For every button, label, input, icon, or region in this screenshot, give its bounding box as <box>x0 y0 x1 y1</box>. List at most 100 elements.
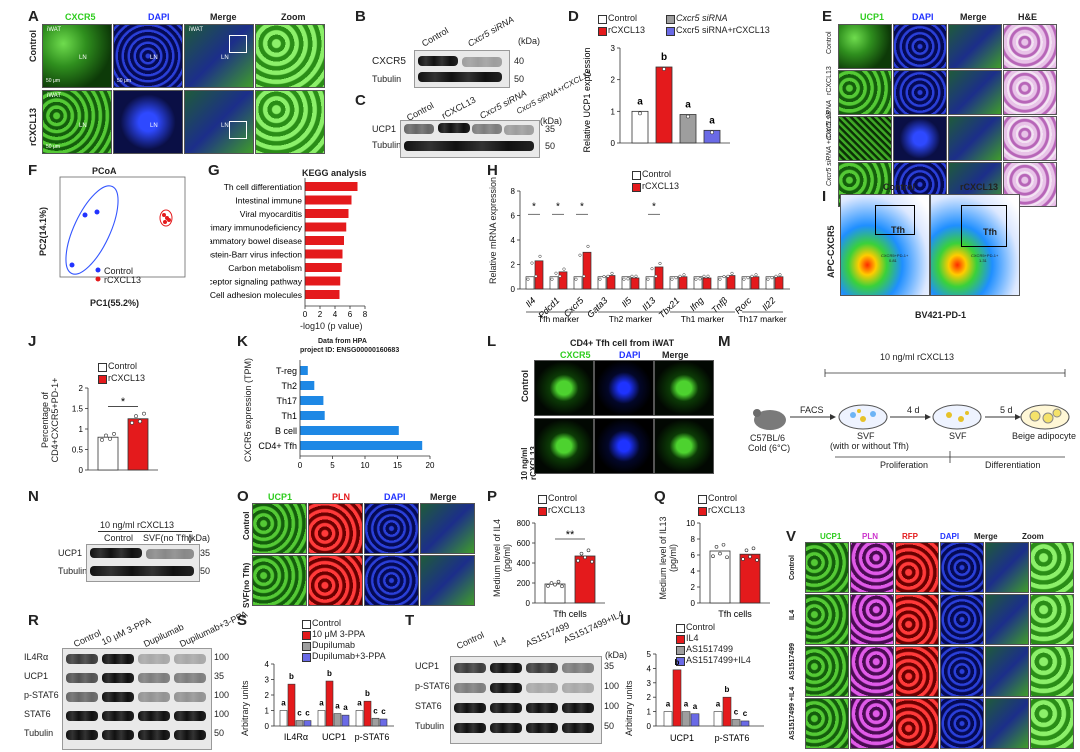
panel-label-l: L <box>487 333 497 350</box>
d-letter: a <box>709 115 715 126</box>
panel-label-h: H <box>487 162 498 179</box>
v-img-3-0 <box>805 698 849 749</box>
v-img-1-1 <box>850 594 894 645</box>
u-letter: a <box>684 700 689 709</box>
g-x-tick: 2 <box>318 310 323 318</box>
v-img-3-1 <box>850 698 894 749</box>
k-category-label: Th17 <box>276 396 297 406</box>
t-band <box>490 683 522 693</box>
g-bar <box>305 263 342 272</box>
t-band <box>454 683 486 693</box>
chart-g: Th cell differentiation Intestinal immune… <box>210 178 368 318</box>
e-img-2-3 <box>1003 116 1057 161</box>
b-lane-sirna: Cxcr5 siRNA <box>466 14 516 49</box>
v-img-1-2 <box>895 594 939 645</box>
k-x-tick: 15 <box>393 461 402 470</box>
t-band <box>490 663 522 673</box>
r-kda-mark: 100 <box>214 652 230 662</box>
r-band-label: STAT6 <box>24 709 51 719</box>
y-tick-label: 200 <box>517 579 531 588</box>
panel-label-v: V <box>786 528 797 545</box>
t-band-label: p-STAT6 <box>415 681 450 691</box>
h-bar-control <box>693 276 703 290</box>
s-group-label: IL4Rα <box>284 732 308 742</box>
r-band <box>66 711 98 721</box>
chart-k: T-reg Th2 Th17 Th1 B cell CD4+ Tfh 0 5 10 15 20 <box>258 360 435 470</box>
u-bar <box>681 711 691 727</box>
s-bar <box>279 710 288 727</box>
g-x-tick: 6 <box>348 310 353 318</box>
l-img-control-cxcr5 <box>534 360 594 416</box>
t-band <box>490 703 522 713</box>
g-xlabel: -log10 (p value) <box>300 321 363 331</box>
o-img-0-2 <box>364 503 419 554</box>
v-img-2-5 <box>1030 646 1074 697</box>
e-img-1-0 <box>838 70 892 115</box>
panel-label-u: U <box>620 612 631 629</box>
panel-label-g: G <box>208 162 220 179</box>
e-img-1-3 <box>1003 70 1057 115</box>
h-bar-control <box>765 276 775 290</box>
g-category-label: T cell receptor signaling pathway <box>210 277 303 287</box>
panel-label-q: Q <box>654 488 666 505</box>
t-band <box>454 703 486 713</box>
l-img-control-dapi <box>594 360 654 416</box>
y-tick-label: 0 <box>526 599 531 608</box>
t-band <box>526 683 558 693</box>
k-x-tick: 5 <box>330 461 335 470</box>
y-tick-label: 2 <box>511 261 516 270</box>
g-x-tick: 0 <box>303 310 308 318</box>
i-ylabel: APC-CXCR5 <box>826 225 836 278</box>
j-star: * <box>121 396 126 408</box>
k-x-tick: 0 <box>298 461 303 470</box>
y-tick-label: 2 <box>691 583 696 592</box>
e-img-1-2 <box>948 70 1002 115</box>
h-bar-rcxcl13 <box>774 276 784 290</box>
panel-label-j: J <box>28 333 37 350</box>
v-img-2-1 <box>850 646 894 697</box>
g-title: KEGG analysis <box>302 168 367 178</box>
k-bar <box>300 441 423 450</box>
s-bar <box>287 683 296 727</box>
d-letter: b <box>661 52 667 63</box>
s-bar <box>333 713 342 727</box>
r-kda-mark: 35 <box>214 671 225 681</box>
v-img-1-0 <box>805 594 849 645</box>
a-img-control-dapi: LN 50 μm <box>113 24 183 88</box>
q-xlabel: Tfh cells <box>718 609 752 619</box>
a-img-control-cxcr5: iWAT LN 50 μm <box>42 24 112 88</box>
panel-label-i: I <box>822 188 827 205</box>
g-category-label: Th cell differentiation <box>224 182 303 192</box>
s-letter: b <box>289 672 294 681</box>
v-img-3-5 <box>1030 698 1074 749</box>
l-img-control-merge <box>654 360 714 416</box>
k-bar <box>300 411 325 420</box>
r-kda-mark: 100 <box>214 709 230 719</box>
r-kda-mark: 50 <box>214 728 225 738</box>
panel-label-f: F <box>28 162 38 179</box>
r-band <box>138 692 170 702</box>
f-point-control <box>82 212 88 218</box>
s-letter: c <box>297 709 302 718</box>
l-img-rcxcl13-merge <box>654 418 714 474</box>
s-bar <box>325 680 334 727</box>
f-ylabel: PC2(14.1%) <box>38 206 48 256</box>
h-star: * <box>652 201 656 212</box>
u-letter: c <box>734 708 739 717</box>
t-band <box>526 663 558 673</box>
r-band-label: p-STAT6 <box>24 690 59 700</box>
r-kda-mark: 100 <box>214 690 230 700</box>
u-letter: a <box>716 700 721 709</box>
u-bar <box>740 720 750 727</box>
panel-label-c: C <box>355 92 366 109</box>
u-bar <box>731 719 741 727</box>
y-tick-label: 1.5 <box>72 405 84 414</box>
h-gene-label: Il22 <box>760 295 777 312</box>
i-flow-rcxcl13: Tfh CXCR5+PD-1+ 1.31 <box>930 194 1020 296</box>
r-band-label: IL4Rα <box>24 652 49 662</box>
v-img-3-4 <box>985 698 1029 749</box>
h-gene-label: Ifng <box>688 295 706 313</box>
q-bar <box>709 550 731 604</box>
y-tick-label: 2 <box>647 693 652 702</box>
